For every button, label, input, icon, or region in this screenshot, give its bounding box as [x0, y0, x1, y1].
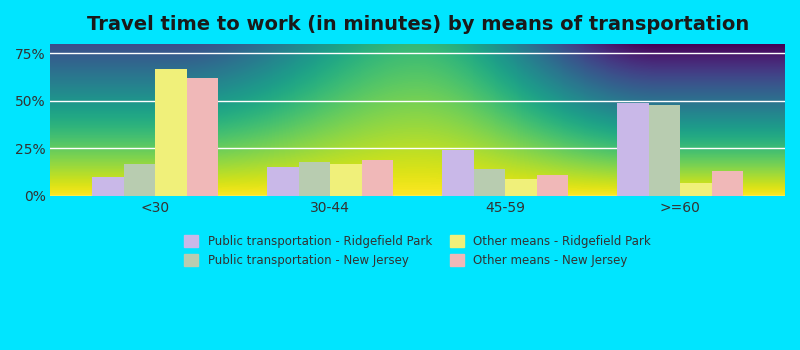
- Bar: [442, 150, 474, 196]
- Bar: [617, 103, 649, 196]
- Bar: [124, 163, 155, 196]
- Bar: [474, 169, 505, 196]
- Bar: [187, 78, 218, 196]
- Bar: [505, 179, 537, 196]
- Bar: [93, 177, 124, 196]
- Bar: [330, 163, 362, 196]
- Bar: [155, 69, 187, 196]
- Bar: [711, 171, 743, 196]
- Bar: [267, 167, 299, 196]
- Bar: [680, 183, 711, 196]
- Bar: [537, 175, 568, 196]
- Bar: [299, 162, 330, 196]
- Bar: [362, 160, 394, 196]
- Title: Travel time to work (in minutes) by means of transportation: Travel time to work (in minutes) by mean…: [86, 15, 749, 34]
- Bar: [649, 105, 680, 196]
- Legend: Public transportation - Ridgefield Park, Public transportation - New Jersey, Oth: Public transportation - Ridgefield Park,…: [184, 235, 651, 267]
